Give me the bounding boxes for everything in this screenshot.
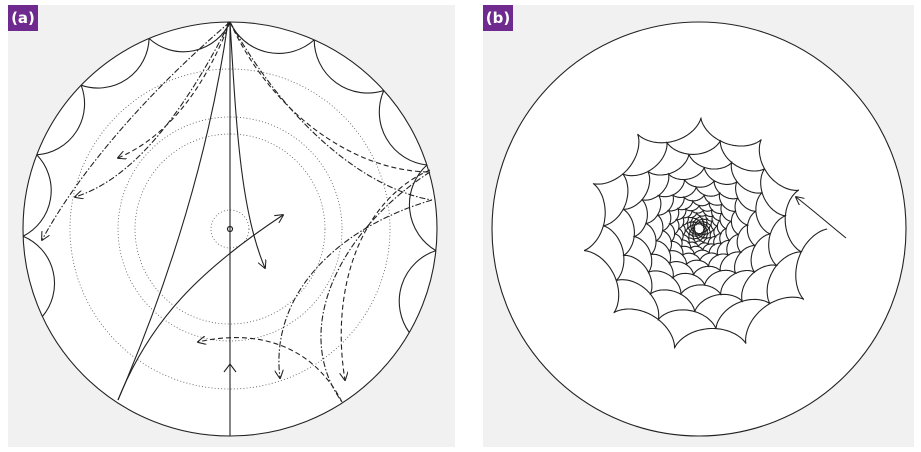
panel-b-label: (b)	[486, 9, 510, 27]
panel-b-label-box	[483, 5, 513, 31]
scallop-arcs	[22, 21, 437, 333]
panel-a-label: (a)	[11, 9, 35, 27]
panel-a-drawing	[22, 21, 438, 437]
panel-b-drawing	[491, 21, 907, 437]
spiral-trajectory	[583, 116, 828, 350]
panel-a-label-box	[8, 5, 38, 31]
